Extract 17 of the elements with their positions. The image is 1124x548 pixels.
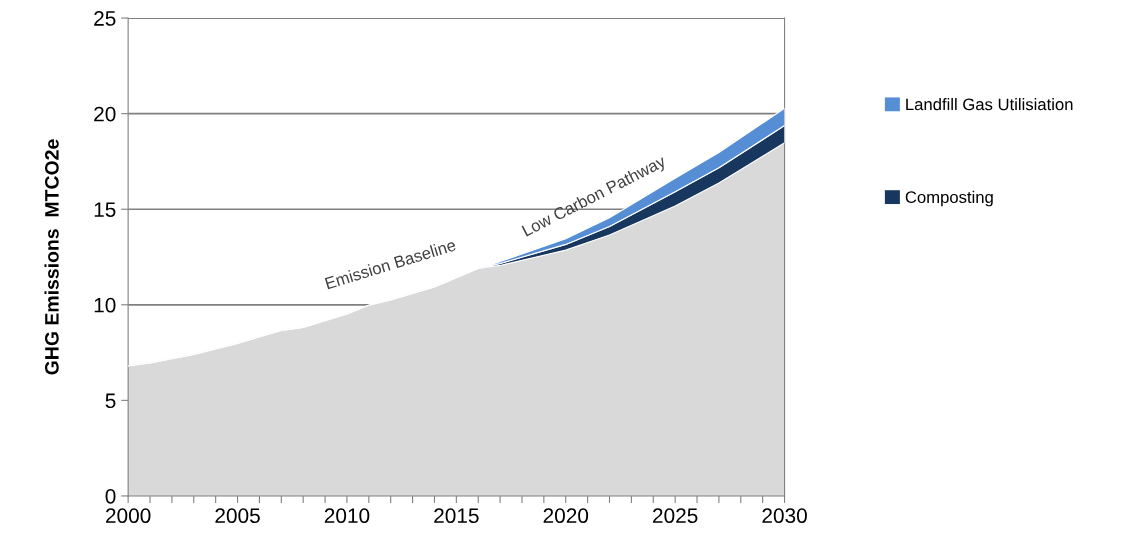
x-tick-label: 2020	[543, 508, 589, 524]
x-tick-label: 2005	[215, 508, 260, 524]
x-tick-label: 2010	[324, 508, 370, 524]
x-tick-label: 2030	[762, 508, 807, 524]
x-tick-label: 2000	[106, 508, 151, 524]
legend-label: Landfill Gas Utilisiation	[906, 98, 1073, 111]
x-tick-label: 2025	[653, 508, 698, 524]
y-axis-title: GHG Emissions MTCO2e	[44, 139, 59, 375]
legend-label: Composting	[905, 190, 993, 207]
y-tick-label: 0	[105, 488, 116, 504]
y-tick-label: 25	[94, 11, 116, 26]
annotation: Emission Baseline	[324, 238, 457, 290]
y-tick-label: 5	[105, 393, 116, 409]
y-tick-label: 20	[94, 106, 116, 122]
y-tick-label: 10	[94, 297, 116, 313]
y-tick-label: 15	[94, 202, 116, 217]
x-tick-label: 2015	[434, 508, 479, 524]
